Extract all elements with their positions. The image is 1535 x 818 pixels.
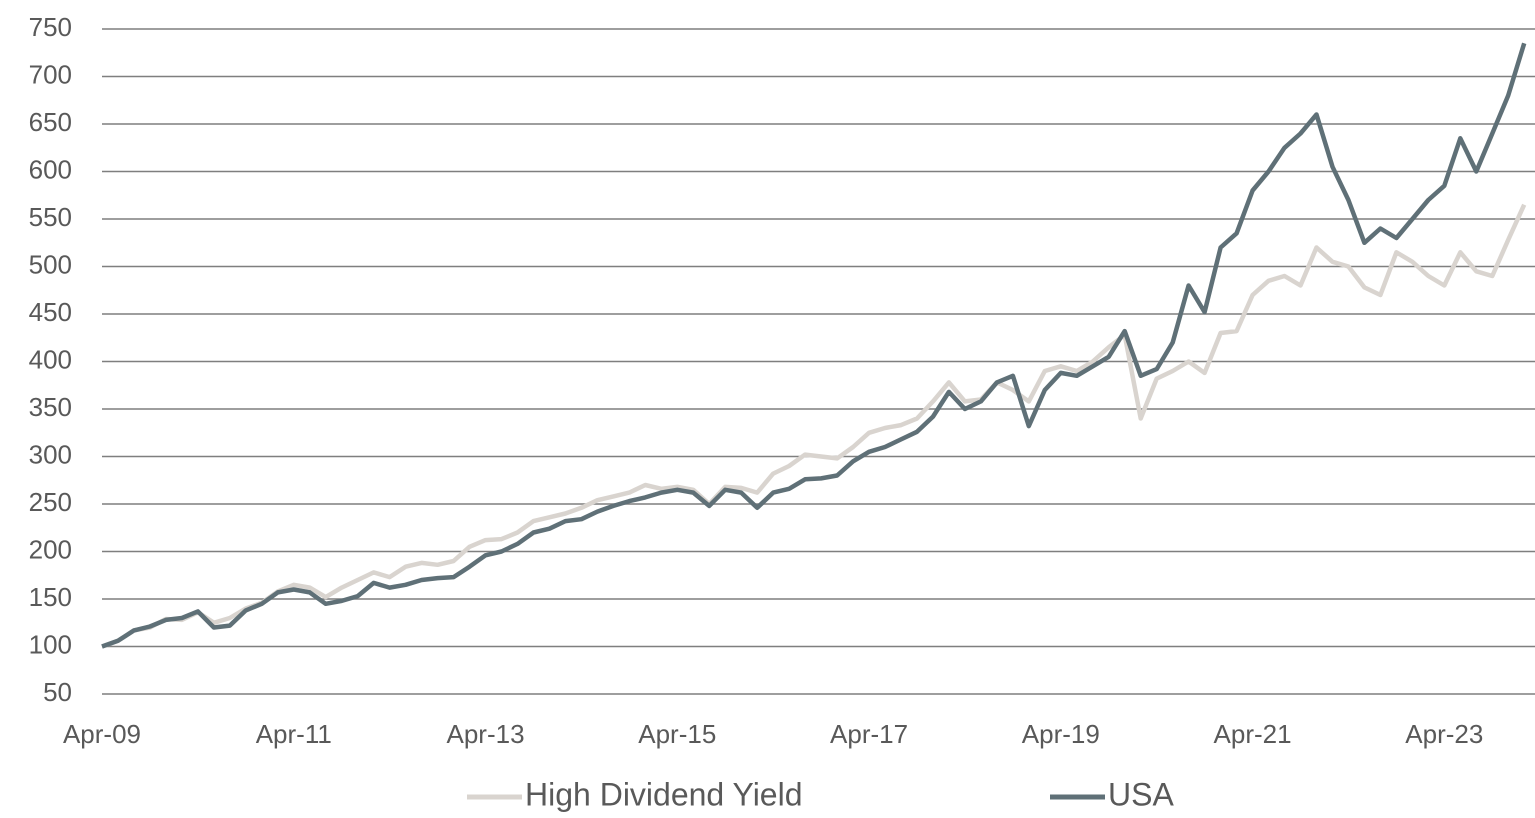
x-tick-label: Apr-23 (1405, 719, 1483, 749)
x-tick-label: Apr-17 (830, 719, 908, 749)
x-tick-label: Apr-09 (63, 719, 141, 749)
legend-label: USA (1108, 776, 1174, 812)
y-tick-label: 500 (29, 249, 72, 279)
series-line (101, 203, 1527, 649)
y-tick-label: 300 (29, 439, 72, 469)
y-tick-label: 750 (29, 12, 72, 42)
x-tick-label: Apr-19 (1022, 719, 1100, 749)
y-tick-label: 550 (29, 202, 72, 232)
y-tick-label: 400 (29, 344, 72, 374)
x-tick-label: Apr-15 (638, 719, 716, 749)
y-tick-label: 350 (29, 392, 72, 422)
y-tick-label: 150 (29, 582, 72, 612)
series-line (101, 42, 1527, 649)
y-tick-label: 450 (29, 297, 72, 327)
y-tick-label: 650 (29, 107, 72, 137)
y-tick-label: 600 (29, 154, 72, 184)
legend-label: High Dividend Yield (525, 776, 803, 812)
y-tick-label: 200 (29, 534, 72, 564)
y-tick-label: 50 (43, 677, 72, 707)
x-tick-label: Apr-21 (1214, 719, 1292, 749)
y-tick-label: 250 (29, 487, 72, 517)
y-tick-label: 100 (29, 629, 72, 659)
x-tick-label: Apr-13 (446, 719, 524, 749)
y-tick-label: 700 (29, 59, 72, 89)
x-tick-label: Apr-11 (256, 719, 332, 749)
